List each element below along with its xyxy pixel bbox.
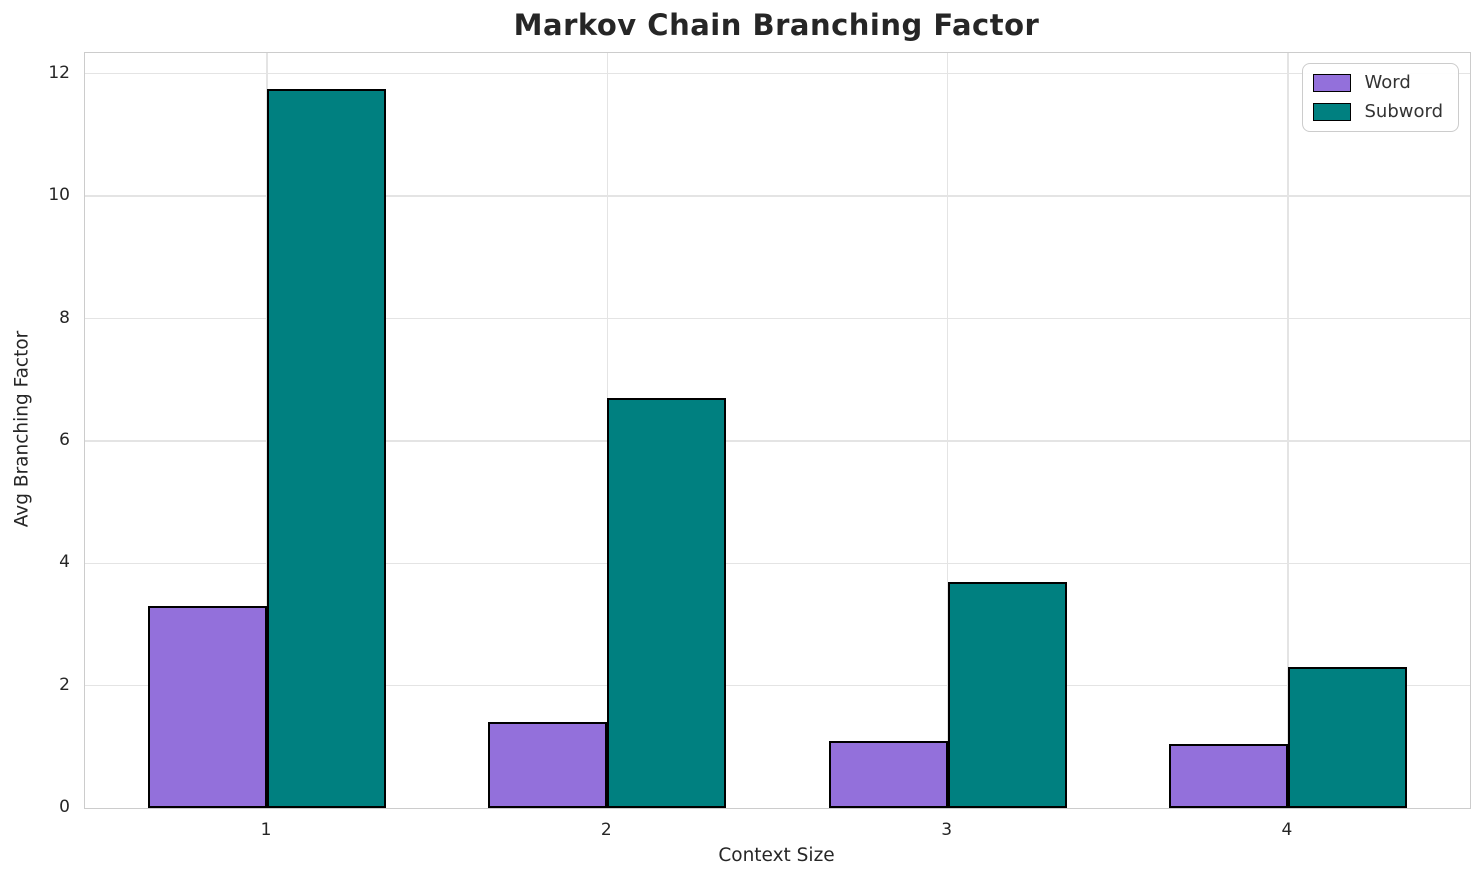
chart-title: Markov Chain Branching Factor <box>513 8 1040 42</box>
legend: Word Subword <box>1302 63 1459 132</box>
y-tick-label-2: 2 <box>59 674 70 695</box>
x-tick-label-1: 1 <box>260 820 272 840</box>
y-tick-label-4: 4 <box>59 552 70 573</box>
x-tick-label-2: 2 <box>600 820 612 840</box>
bar-subword-4 <box>1287 667 1408 808</box>
legend-swatch-word <box>1313 74 1352 92</box>
gridline-x-3 <box>946 53 949 808</box>
bar-word-4 <box>1168 743 1288 808</box>
legend-swatch-subword <box>1313 103 1352 121</box>
gridline-y-4 <box>85 562 1470 564</box>
bar-subword-2 <box>607 398 727 808</box>
y-tick-label-10: 10 <box>48 185 70 206</box>
bar-word-2 <box>488 722 608 808</box>
gridline-y-6 <box>85 440 1470 442</box>
bar-subword-1 <box>267 89 387 808</box>
gridline-y-10 <box>85 195 1470 197</box>
x-axis-label: Context Size <box>718 845 835 866</box>
y-tick-label-0: 0 <box>59 797 70 817</box>
legend-item-subword: Subword <box>1313 102 1443 122</box>
legend-label-subword: Subword <box>1364 101 1443 122</box>
x-tick-label-3: 3 <box>941 820 953 840</box>
legend-item-word: Word <box>1313 73 1443 93</box>
y-tick-label-12: 12 <box>48 62 70 83</box>
gridline-y-2 <box>85 684 1470 687</box>
bar-subword-3 <box>947 581 1067 808</box>
gridline-x-1 <box>266 53 268 808</box>
bar-word-3 <box>828 740 948 808</box>
gridline-y-12 <box>85 73 1470 75</box>
y-tick-label-6: 6 <box>59 429 70 450</box>
plot-area: Word Subword <box>84 52 1471 809</box>
gridline-y-8 <box>85 317 1470 320</box>
y-tick-label-8: 8 <box>59 307 70 328</box>
x-tick-label-4: 4 <box>1281 820 1293 840</box>
legend-label-word: Word <box>1364 72 1411 93</box>
bar-word-1 <box>147 606 268 808</box>
gridline-x-2 <box>606 53 609 808</box>
gridline-x-4 <box>1287 53 1289 808</box>
